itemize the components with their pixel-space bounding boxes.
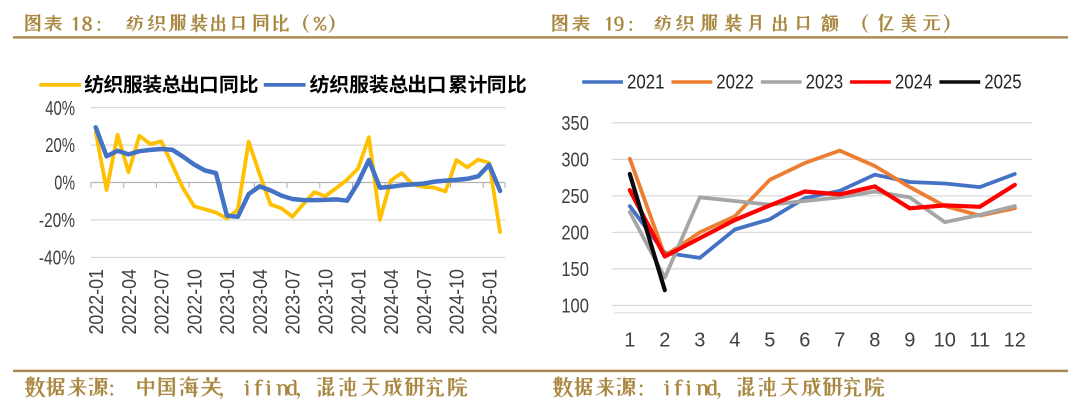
svg-text:2022: 2022 [716, 72, 754, 94]
svg-text:2022-04: 2022-04 [119, 269, 141, 335]
svg-text:150: 150 [561, 259, 589, 281]
svg-text:2024: 2024 [895, 72, 933, 94]
svg-text:20%: 20% [45, 135, 75, 157]
svg-text:4: 4 [729, 329, 740, 351]
svg-text:2023: 2023 [806, 72, 844, 94]
svg-text:3: 3 [694, 329, 705, 351]
svg-text:7: 7 [834, 329, 845, 351]
svg-text:2: 2 [659, 329, 670, 351]
svg-text:250: 250 [561, 186, 589, 208]
svg-text:2023-07: 2023-07 [283, 269, 305, 335]
svg-text:2023-04: 2023-04 [250, 269, 272, 335]
svg-text:2024-10: 2024-10 [447, 269, 469, 335]
svg-text:40%: 40% [45, 98, 75, 120]
svg-text:11: 11 [969, 329, 990, 351]
svg-text:12: 12 [1004, 329, 1026, 351]
svg-text:200: 200 [561, 222, 589, 244]
svg-text:2023-10: 2023-10 [316, 269, 338, 335]
svg-text:2024-07: 2024-07 [414, 269, 436, 335]
svg-text:0%: 0% [54, 173, 75, 195]
svg-text:300: 300 [561, 149, 589, 171]
svg-text:8: 8 [869, 329, 880, 351]
svg-text:2023-01: 2023-01 [217, 269, 239, 335]
svg-text:9: 9 [904, 329, 915, 351]
svg-text:2025: 2025 [984, 72, 1022, 94]
svg-text:100: 100 [561, 295, 589, 317]
svg-text:10: 10 [934, 329, 956, 351]
svg-text:-40%: -40% [39, 248, 75, 270]
svg-text:6: 6 [799, 329, 810, 351]
svg-text:2022-07: 2022-07 [152, 269, 174, 335]
svg-text:2021: 2021 [627, 72, 665, 94]
svg-text:-20%: -20% [39, 210, 75, 232]
svg-text:2025-01: 2025-01 [480, 269, 502, 335]
svg-text:2024-04: 2024-04 [381, 269, 403, 335]
svg-text:2022-10: 2022-10 [184, 269, 206, 335]
svg-text:5: 5 [764, 329, 775, 351]
svg-text:2022-01: 2022-01 [86, 269, 108, 335]
svg-text:1: 1 [624, 329, 635, 351]
svg-text:2024-01: 2024-01 [348, 269, 370, 335]
svg-text:350: 350 [561, 113, 589, 135]
